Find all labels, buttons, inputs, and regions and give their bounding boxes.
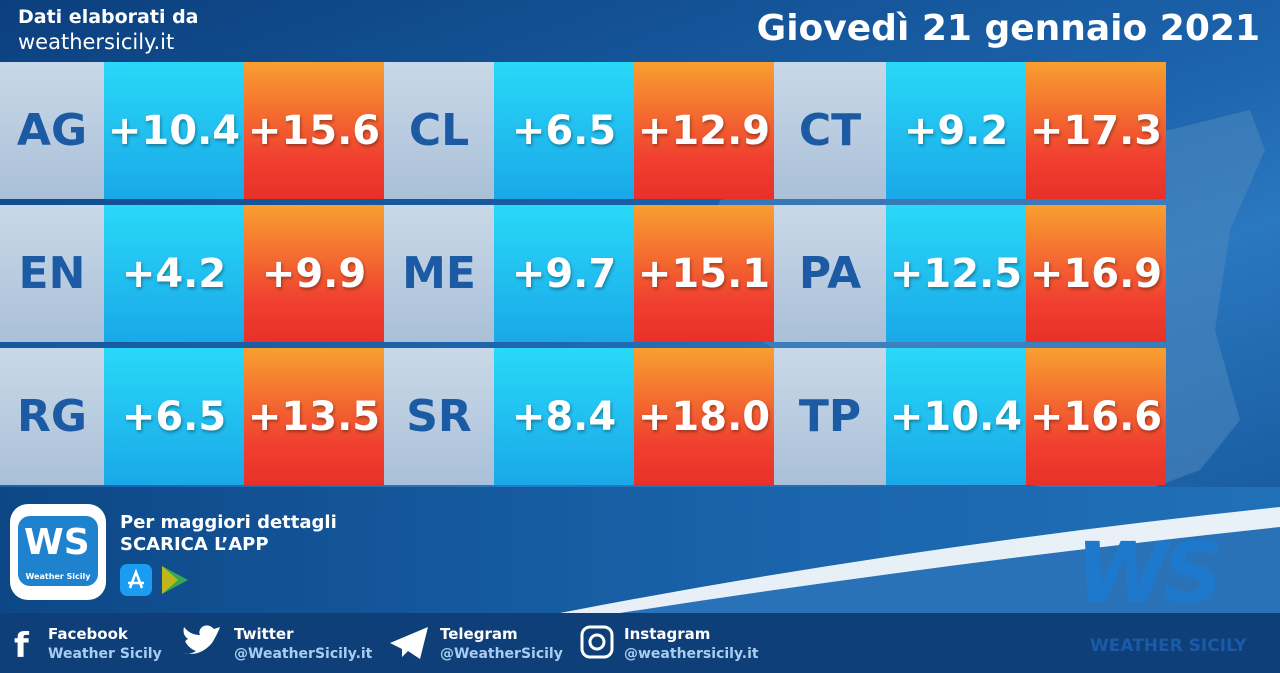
min-temp: +6.5 (104, 348, 244, 485)
min-temp: +9.2 (886, 62, 1026, 199)
max-temp: +15.6 (244, 62, 384, 199)
decor-curve (560, 507, 1280, 613)
province-code: EN (0, 205, 104, 342)
max-temp: +12.9 (634, 62, 774, 199)
social-bar (0, 613, 1280, 673)
app-logo-mark: WS (24, 522, 90, 563)
max-temp: +15.1 (634, 205, 774, 342)
min-temp: +4.2 (104, 205, 244, 342)
province-code: ME (384, 205, 494, 342)
social-name: Twitter (234, 625, 294, 643)
social-handle: Weather Sicily (48, 646, 162, 662)
province-code: RG (0, 348, 104, 485)
max-temp: +18.0 (634, 348, 774, 485)
social-handle: @WeatherSicily.it (234, 646, 373, 662)
province-code: CL (384, 62, 494, 199)
app-line1: Per maggiori dettagli (120, 512, 337, 533)
min-temp: +9.7 (494, 205, 634, 342)
social-handle: @weathersicily.it (624, 646, 759, 662)
province-code: CT (774, 62, 886, 199)
source-site: weathersicily.it (18, 30, 175, 54)
min-temp: +10.4 (886, 348, 1026, 485)
province-code: AG (0, 62, 104, 199)
max-temp: +16.6 (1026, 348, 1166, 485)
app-line2: SCARICA L’APP (120, 534, 269, 555)
max-temp: +16.9 (1026, 205, 1166, 342)
app-logo[interactable]: WS Weather Sicily (10, 504, 106, 600)
min-temp: +6.5 (494, 62, 634, 199)
social-name: Telegram (440, 625, 518, 643)
province-code: SR (384, 348, 494, 485)
source-label: Dati elaborati da (18, 6, 199, 28)
store-icons[interactable] (120, 564, 192, 596)
social-icons: f (14, 625, 614, 666)
brand-name: WEATHER SICILY (1090, 636, 1247, 656)
max-temp: +9.9 (244, 205, 384, 342)
social-name: Facebook (48, 625, 128, 643)
province-code: TP (774, 348, 886, 485)
svg-text:f: f (14, 626, 30, 666)
province-code: PA (774, 205, 886, 342)
app-logo-text: Weather Sicily (25, 572, 91, 581)
min-temp: +10.4 (104, 62, 244, 199)
min-temp: +12.5 (886, 205, 1026, 342)
max-temp: +13.5 (244, 348, 384, 485)
social-name: Instagram (624, 625, 711, 643)
min-temp: +8.4 (494, 348, 634, 485)
brand-logo: WS WEATHER SICILY (1070, 524, 1270, 656)
max-temp: +17.3 (1026, 62, 1166, 199)
date: Giovedì 21 gennaio 2021 (756, 8, 1260, 49)
brand-mark: WS (1076, 524, 1223, 622)
social-handle: @WeatherSicily (440, 646, 563, 662)
